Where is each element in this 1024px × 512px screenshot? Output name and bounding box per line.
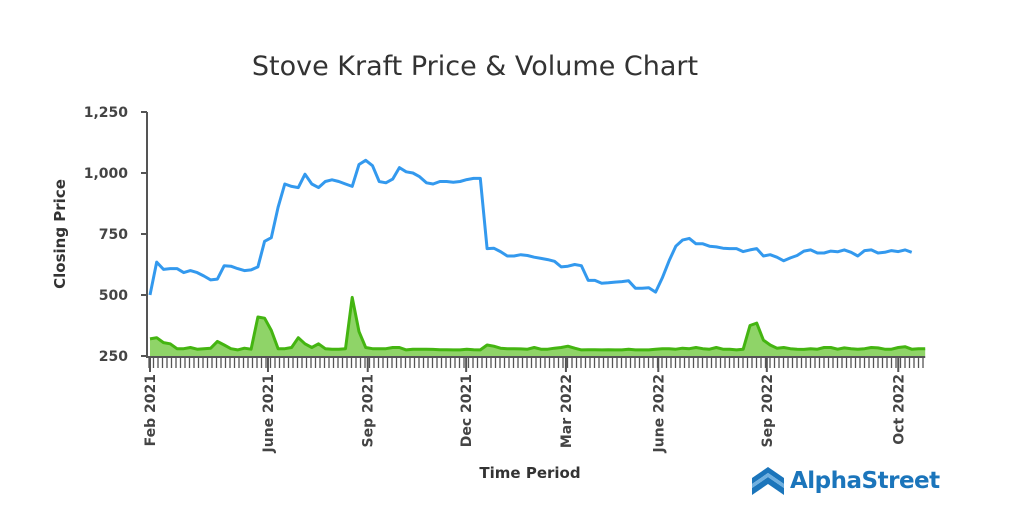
- x-tick-label: June 2022: [651, 374, 667, 453]
- y-tick-label: 750: [99, 227, 128, 243]
- volume-area: [150, 297, 926, 356]
- y-tick-label: 250: [99, 349, 128, 365]
- x-tick-label: Sep 2021: [361, 374, 377, 447]
- y-axis: 250 500 750 1,000 1,250: [84, 105, 148, 365]
- y-tick-label: 1,250: [84, 105, 129, 121]
- x-tick-label: Sep 2022: [760, 374, 776, 447]
- volume-line: [149, 295, 926, 352]
- y-tick-label: 1,000: [84, 166, 129, 182]
- x-tick-label: Dec 2021: [459, 374, 475, 447]
- alphastreet-logo-icon: [752, 467, 784, 495]
- x-tick-label: Oct 2022: [891, 374, 907, 445]
- x-tick-label: Feb 2021: [143, 374, 159, 446]
- alphastreet-logo: AlphaStreet: [752, 467, 940, 495]
- y-axis-label: Closing Price: [51, 179, 69, 289]
- series-group: [148, 158, 926, 356]
- chart-title: Stove Kraft Price & Volume Chart: [252, 51, 698, 82]
- x-tick-label: Mar 2022: [559, 374, 575, 448]
- x-tick-label: June 2021: [261, 374, 277, 453]
- brand-name: AlphaStreet: [790, 468, 940, 494]
- price-line: [148, 158, 913, 296]
- y-tick-label: 500: [99, 288, 128, 304]
- x-axis: Feb 2021 June 2021 Sep 2021 Dec 2021 Mar 202…: [143, 356, 926, 453]
- x-axis-label: Time Period: [479, 464, 580, 482]
